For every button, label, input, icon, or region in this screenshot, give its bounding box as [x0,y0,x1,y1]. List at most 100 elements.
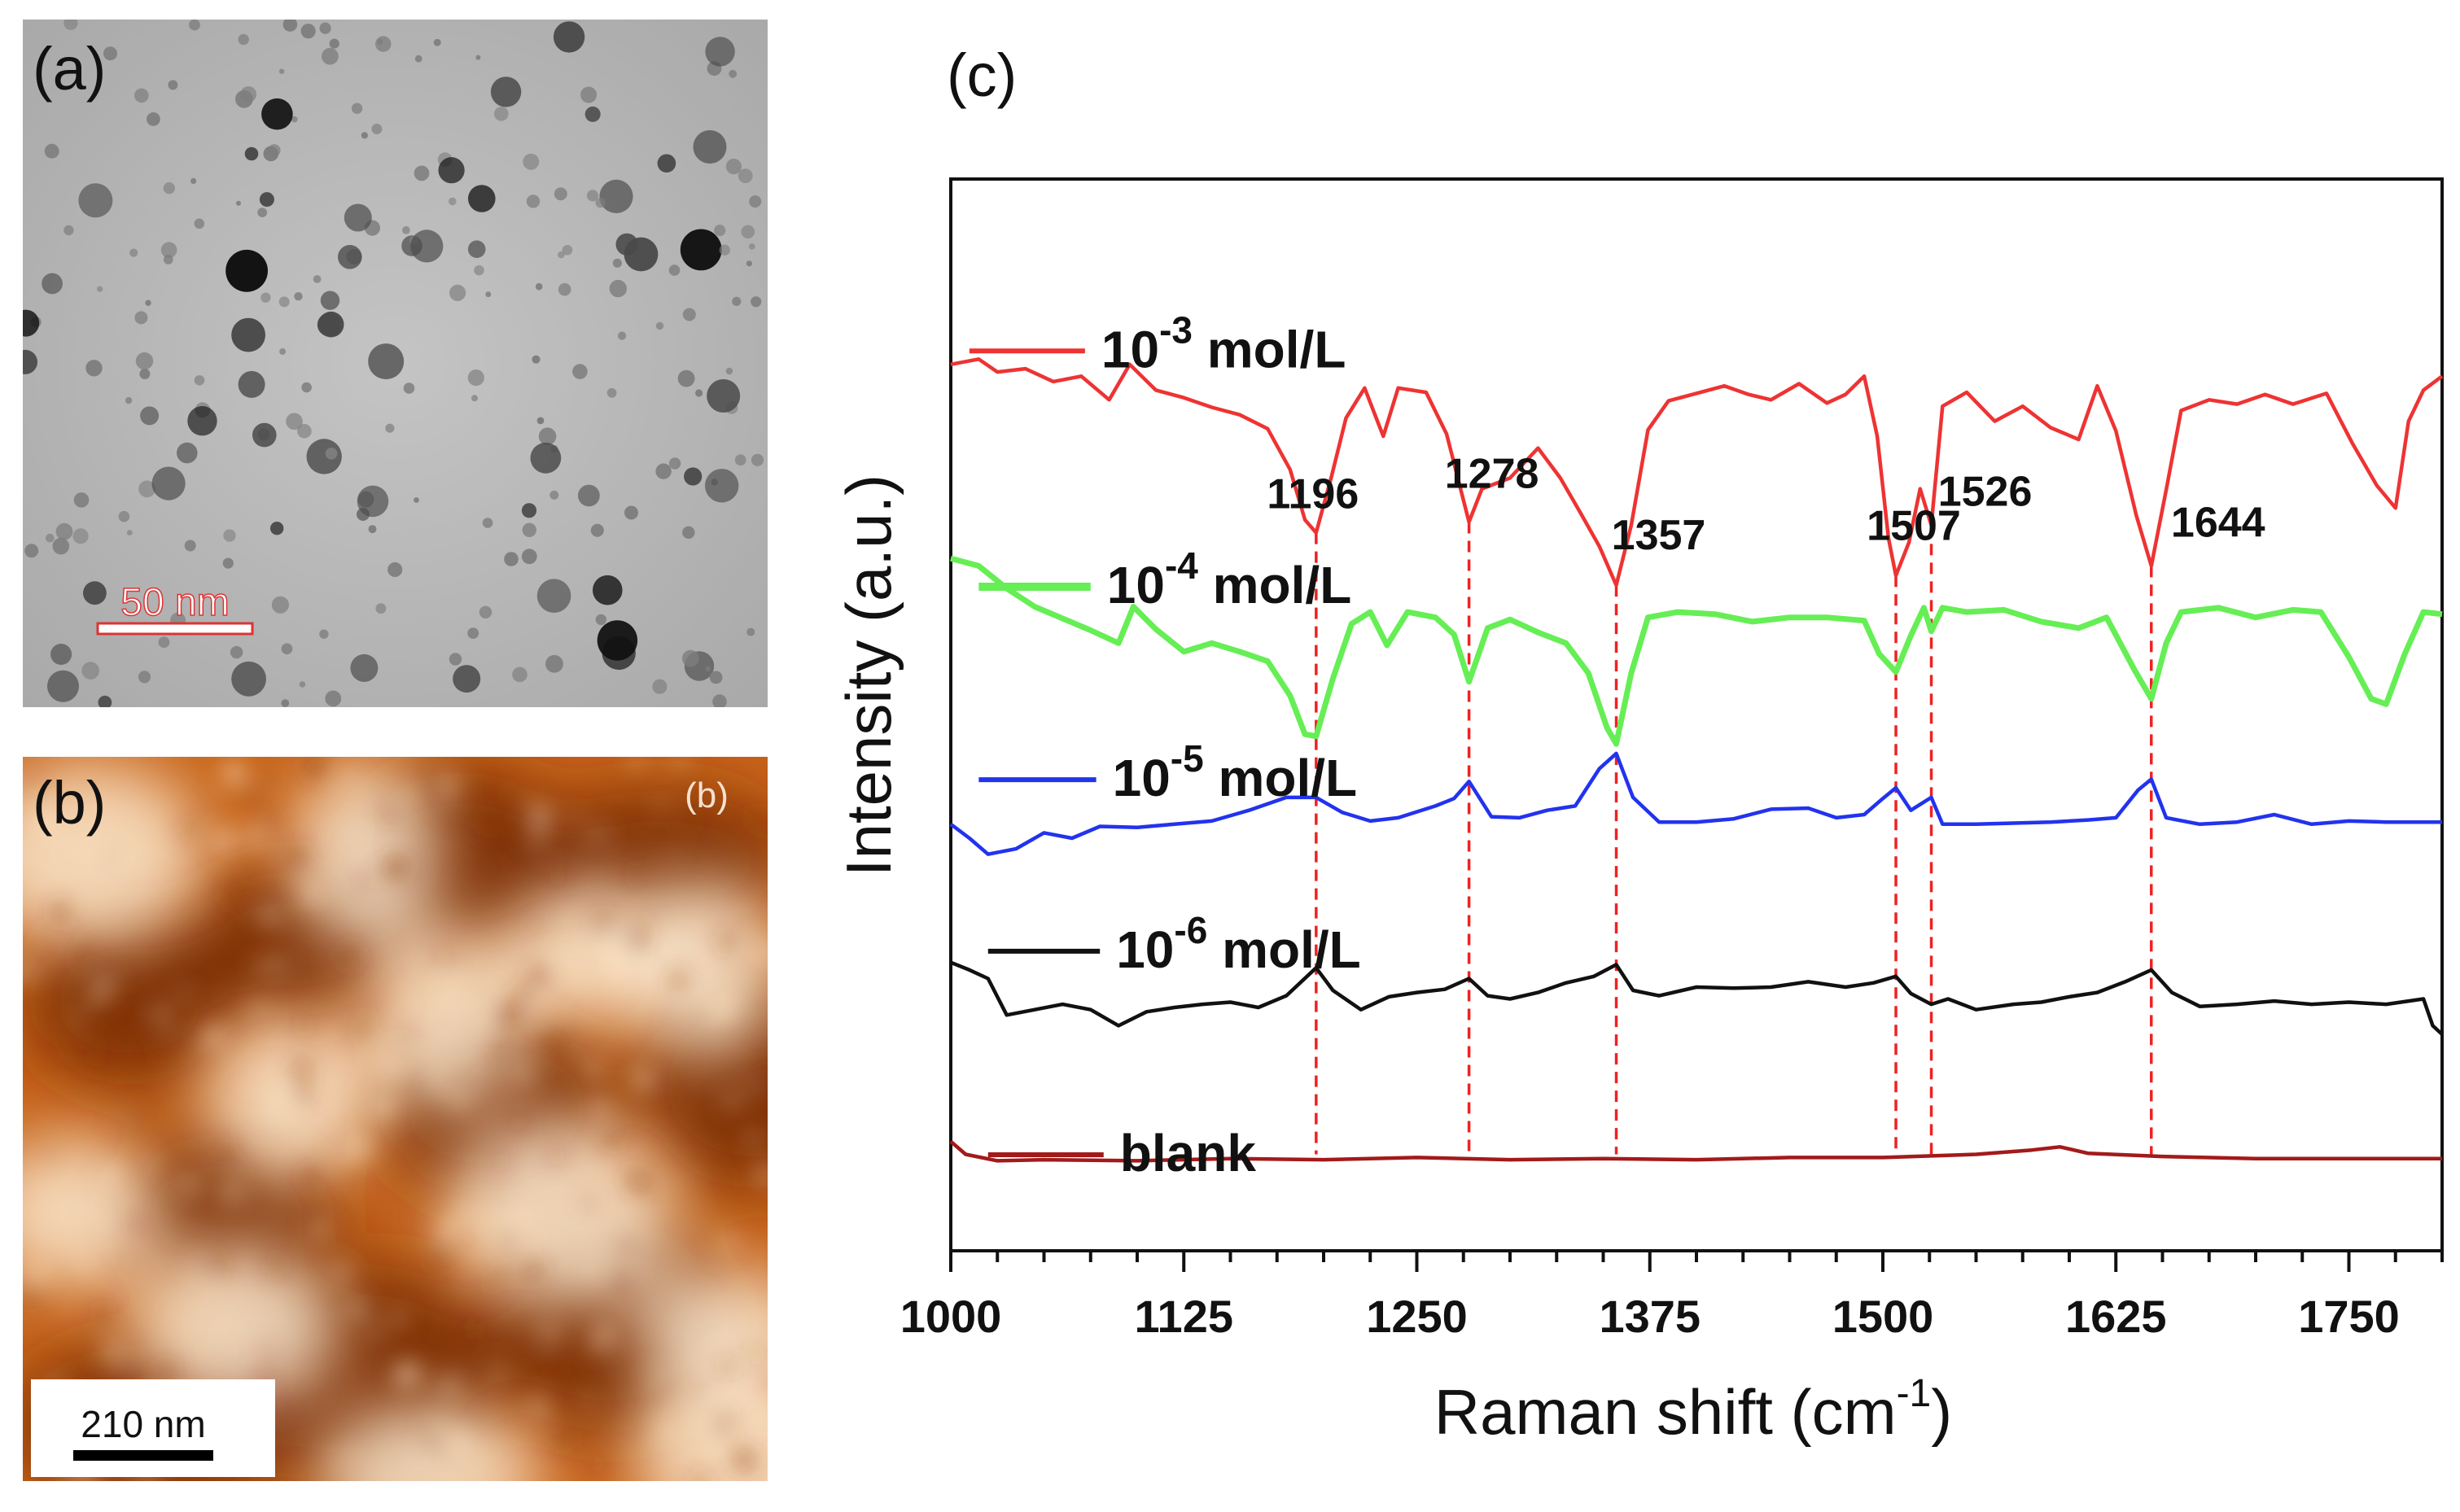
afm-grain [478,1281,491,1294]
tem-particle [709,671,723,684]
afm-grain [348,1301,364,1317]
tem-particle [402,226,410,234]
afm-grain [257,1368,273,1383]
tem-particle [522,522,536,537]
tem-particle [545,654,563,673]
afm-grain [277,965,298,985]
afm-grain [331,1263,352,1283]
afm-grain [104,1343,121,1360]
tem-particle [521,503,537,518]
afm-grain [215,832,235,853]
tem-particle [322,47,339,65]
afm-grain [540,1324,558,1341]
tem-particle [83,581,107,605]
afm-grain [180,819,199,837]
afm-grain [414,1456,425,1467]
tem-particle [282,20,298,32]
afm-light-blob [365,928,527,1107]
tem-particle [609,279,627,298]
afm-grain [545,1034,566,1055]
afm-grain [182,1176,199,1194]
afm-grain [695,1216,703,1224]
afm-grain [90,990,105,1004]
afm-grain [626,1227,643,1244]
afm-grain [374,1097,395,1117]
tem-particle [482,518,493,528]
tem-particle [194,375,205,386]
afm-grain [513,1117,523,1128]
tem-particle [526,194,541,208]
tem-particle [504,552,519,566]
afm-grain [605,954,628,977]
afm-grain [494,1010,511,1026]
afm-grain [152,1005,169,1022]
x-axis-label: Raman shift (cm-1) [1434,1372,1952,1448]
tem-particle [433,38,441,46]
afm-grain [648,1077,666,1095]
tem-particle [655,463,672,479]
tem-particle [562,245,573,256]
afm-scale-bar-label: 210 nm [81,1403,205,1445]
afm-grain [262,815,277,829]
afm-grain [711,1177,721,1186]
afm-grain [633,1267,639,1274]
tem-particle [278,68,285,74]
tem-particle [725,367,733,375]
afm-grain [72,959,83,970]
afm-grain [722,1039,729,1047]
panel-c-label: (c) [947,42,1018,109]
tem-particle [160,242,177,259]
afm-grain [361,1305,374,1319]
tem-image-panel: 50 nm [23,20,768,707]
tem-particle [344,203,372,232]
afm-grain [627,931,646,950]
tem-particle [749,243,755,250]
tem-particle [707,379,741,413]
afm-grain [99,980,113,994]
tem-particle [257,208,268,217]
tem-particle [490,76,522,107]
legend-label-0: 10-3 mol/L [1101,308,1346,378]
afm-grain [630,757,645,768]
afm-grain [441,773,457,789]
tem-particle [134,88,149,103]
afm-grain [380,805,397,823]
afm-grain [695,1413,716,1435]
afm-grain [562,952,576,967]
tem-particle [225,249,268,292]
tem-particle [23,309,40,337]
afm-grain [597,1338,610,1349]
tem-particle [281,699,290,707]
afm-grain [462,1319,479,1336]
afm-grain [495,1269,509,1283]
afm-grain [523,1260,545,1282]
afm-grain [378,1055,398,1076]
tem-particle [741,225,755,239]
tem-particle [414,497,419,503]
afm-grain [96,881,106,891]
afm-grain [431,1419,445,1432]
tem-particle [538,427,557,445]
tem-particle [63,20,78,30]
afm-scale-bar [73,1450,213,1461]
tem-particle [189,20,200,31]
afm-grain [80,941,91,952]
tem-particle [329,38,339,49]
afm-grain [147,1045,160,1059]
afm-grain [352,1022,369,1038]
afm-grain [256,960,266,972]
afm-grain [597,1324,614,1340]
tem-particle [261,98,293,130]
afm-grain [401,1134,409,1143]
afm-grain [222,762,245,784]
tem-particle [554,187,567,201]
afm-grain [551,1151,562,1163]
tem-particle [259,192,274,208]
afm-grain [103,1167,121,1186]
afm-grain [605,937,623,955]
tem-particle [467,369,484,387]
afm-grain [425,781,440,795]
afm-grain [338,944,361,967]
afm-grain [430,1263,442,1276]
tem-particle [368,525,377,534]
